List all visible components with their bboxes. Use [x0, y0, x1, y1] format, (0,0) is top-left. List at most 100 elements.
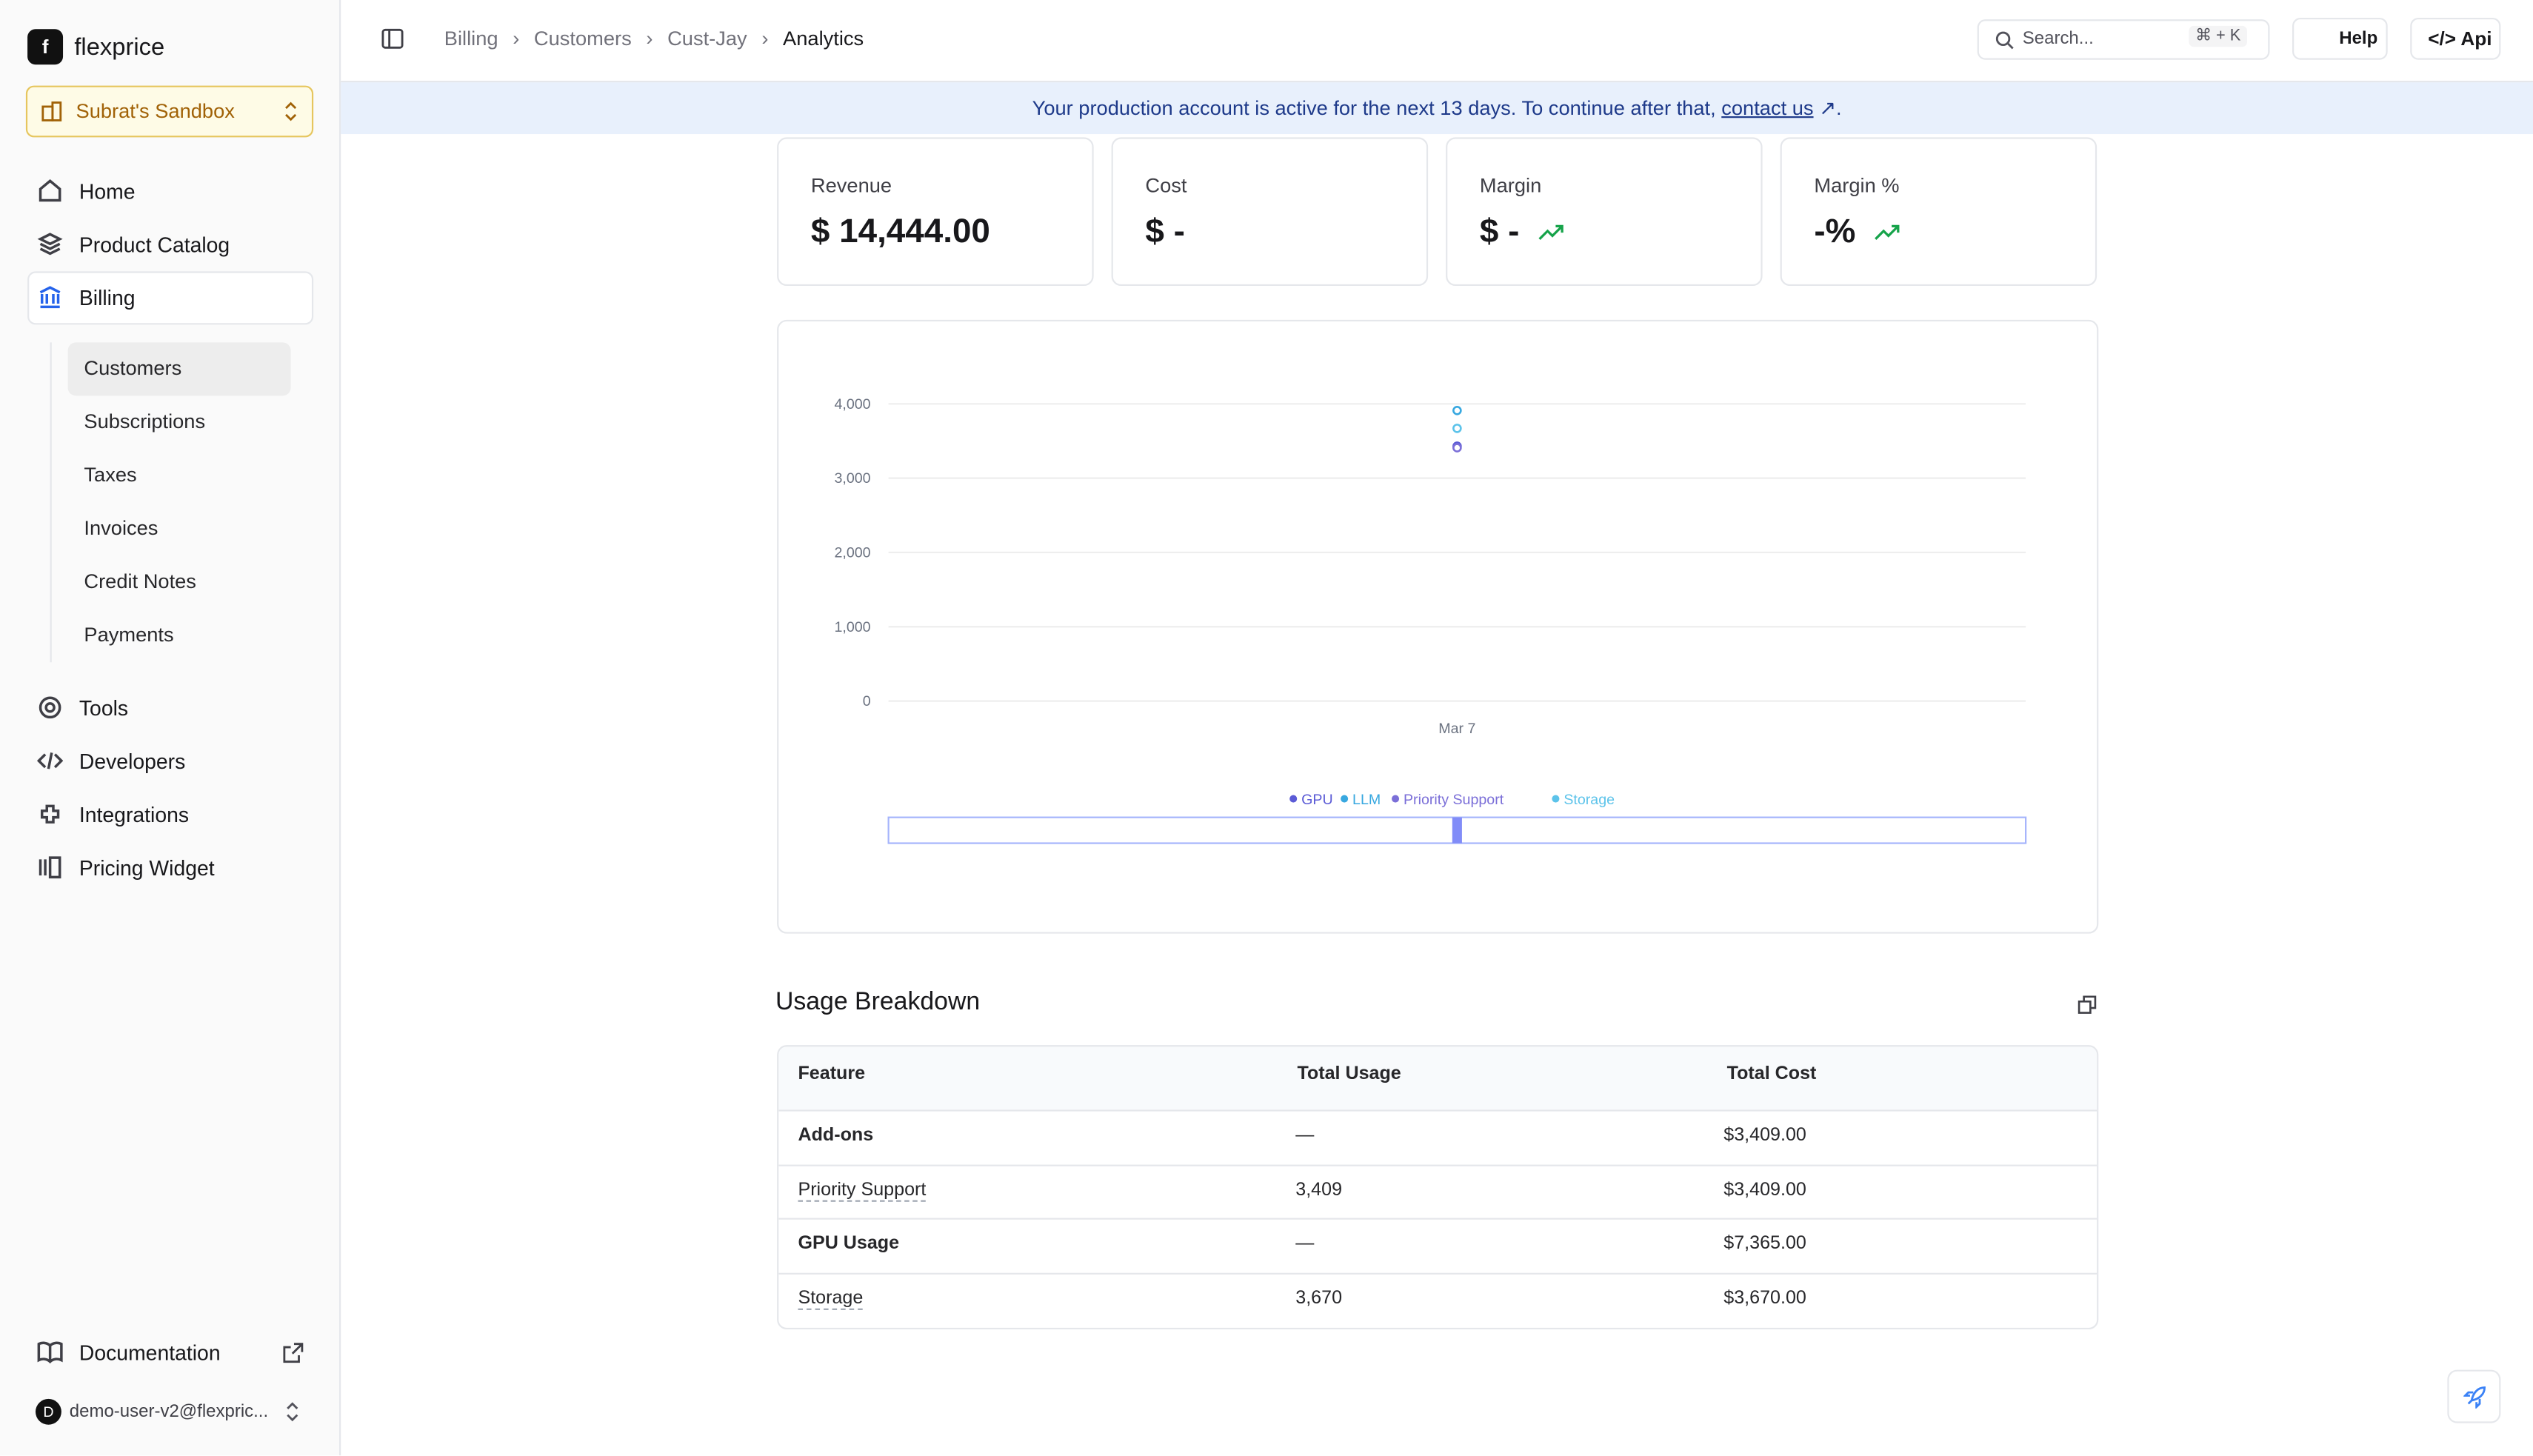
search-placeholder: Search...	[2022, 29, 2094, 49]
legend-marker	[1552, 795, 1560, 803]
nav-label: Billing	[79, 284, 136, 310]
y-tick-label: 0	[863, 693, 871, 709]
user-email[interactable]: demo-user-v2@flexpric...	[69, 1402, 269, 1422]
banner-text: Your production account is active for th…	[1032, 96, 1716, 120]
nav-item[interactable]: Product Catalog	[37, 228, 230, 261]
decoration	[1538, 224, 1563, 240]
cost: $3,409.00	[1723, 1181, 1806, 1200]
decoration	[283, 1343, 304, 1363]
stat-value: $ -	[1145, 213, 1185, 251]
legend-label: GPU	[1301, 792, 1333, 808]
nav-item[interactable]: Documentation	[37, 1336, 221, 1369]
search[interactable]: Search... ⌘ + K	[1977, 19, 2270, 60]
decoration	[381, 28, 404, 49]
decoration	[2463, 1386, 2486, 1409]
decoration	[39, 179, 61, 202]
nav-item[interactable]: Tools	[37, 692, 128, 724]
api-label: Api	[2460, 27, 2492, 50]
nav-label: Integrations	[79, 801, 190, 826]
feature: Add-ons	[798, 1126, 874, 1146]
feature: Priority Support	[798, 1181, 927, 1202]
subnav-selected-bg	[67, 342, 291, 396]
decoration	[51, 101, 62, 121]
subnav-item[interactable]: Credit Notes	[84, 570, 196, 593]
cost: $3,670.00	[1723, 1289, 1806, 1309]
nav-label: Pricing Widget	[79, 855, 215, 880]
decoration	[285, 101, 297, 121]
stat-value: $ -	[1479, 213, 1520, 251]
usage: 3,409	[1295, 1181, 1343, 1200]
workspace-name: Subrat's Sandbox	[76, 100, 235, 123]
decoration	[2463, 1386, 2486, 1409]
crumb[interactable]: Customers	[533, 27, 632, 50]
y-tick-label: 3,000	[834, 470, 870, 487]
subnav-item[interactable]: Payments	[84, 623, 174, 647]
user-avatar: D	[35, 1398, 61, 1425]
decoration	[37, 233, 63, 256]
nav-label: Developers	[79, 748, 186, 773]
decoration	[778, 1272, 2098, 1275]
subnav-item[interactable]: Taxes	[84, 463, 137, 487]
decoration	[41, 101, 62, 121]
decoration	[44, 702, 56, 713]
subnav-item[interactable]: Customers	[84, 357, 182, 380]
decoration	[1995, 31, 2014, 50]
stat-label: Margin %	[1814, 174, 1900, 198]
sidebar-toggle[interactable]	[381, 27, 404, 50]
nav-item[interactable]: Pricing Widget	[37, 851, 215, 884]
logo: f	[27, 29, 64, 65]
legend-label: Priority Support	[1404, 792, 1504, 808]
legend-label: Storage	[1563, 792, 1615, 808]
banner-end: .	[1835, 96, 1842, 120]
column-header: Total Usage	[1297, 1064, 1401, 1084]
nav-item[interactable]: Home	[37, 175, 136, 207]
banner-link[interactable]: contact us	[1721, 96, 1814, 120]
nav-label: Documentation	[79, 1340, 221, 1364]
api-button[interactable]: </> Api	[2410, 17, 2501, 60]
cost: $7,365.00	[1723, 1234, 1806, 1254]
help-button[interactable]: Help	[2292, 17, 2388, 60]
chevrons	[287, 1402, 298, 1422]
stat-card: Margin $ -	[1446, 137, 1763, 287]
column-header: Total Cost	[1726, 1064, 1817, 1084]
nav-item[interactable]: Billing	[37, 281, 136, 314]
decoration	[287, 1402, 298, 1422]
subnav-item[interactable]: Subscriptions	[84, 410, 206, 433]
feature: Storage	[798, 1289, 864, 1310]
nav-item[interactable]: Developers	[37, 744, 185, 777]
legend-marker	[1341, 795, 1349, 803]
decoration	[37, 752, 64, 769]
feature: GPU Usage	[798, 1234, 900, 1254]
decoration	[37, 233, 63, 256]
legend-marker	[1392, 795, 1400, 803]
y-tick-label: 1,000	[834, 619, 870, 635]
stat-value: -%	[1814, 213, 1856, 251]
workspace-switcher[interactable]: Subrat's Sandbox	[25, 85, 314, 138]
point	[1452, 443, 1462, 453]
decoration	[285, 101, 297, 121]
subnav-item[interactable]: Invoices	[84, 516, 158, 540]
decoration	[1875, 224, 1900, 240]
nav-label: Product Catalog	[79, 231, 230, 256]
decoration	[39, 179, 61, 202]
decoration	[40, 804, 60, 824]
header: Billing › Customers › Cust-Jay › Analytics …	[341, 0, 2533, 83]
crumb[interactable]: Billing	[444, 27, 498, 50]
external-icon	[283, 1343, 304, 1363]
expand-icon[interactable]	[2078, 995, 2097, 1015]
brand: flexprice	[74, 33, 165, 61]
point	[1452, 405, 1462, 415]
stat-value: $ 14,444.00	[810, 213, 990, 251]
stat-card: Margin % -%	[1780, 137, 2098, 287]
stat-label: Margin	[1479, 174, 1542, 198]
usage-table	[777, 1045, 2099, 1330]
stat-label: Cost	[1145, 174, 1187, 198]
y-tick-label: 2,000	[834, 544, 870, 561]
crumb[interactable]: Cust-Jay	[667, 27, 747, 50]
nav-item[interactable]: Integrations	[37, 798, 189, 830]
slider-handle	[1452, 817, 1462, 844]
launcher-button[interactable]	[2447, 1369, 2501, 1423]
decoration: ›	[513, 27, 520, 50]
